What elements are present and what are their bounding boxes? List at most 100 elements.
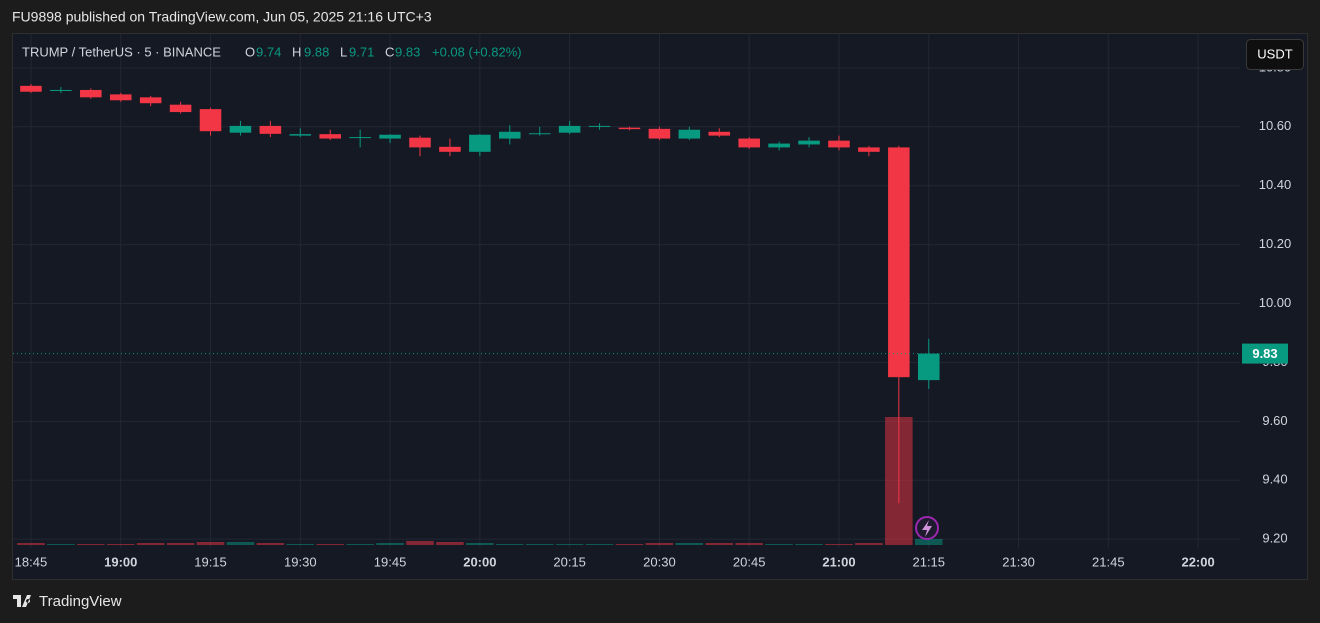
candle-body — [80, 89, 102, 98]
x-tick-label: 20:00 — [463, 554, 496, 569]
publish-header: FU9898 published on TradingView.com, Jun… — [12, 9, 432, 25]
volume-bar — [436, 542, 464, 545]
last-price-box — [1242, 343, 1288, 364]
volume-bar — [376, 543, 404, 545]
currency-button[interactable] — [1246, 39, 1304, 70]
legend-low: 9.71 — [349, 44, 374, 59]
x-tick-label: 21:15 — [912, 554, 945, 569]
candle-body — [289, 134, 312, 136]
x-tick-label: 21:45 — [1092, 554, 1125, 569]
volume-bar — [645, 543, 674, 545]
volume-bar — [106, 544, 135, 545]
candle-body — [409, 137, 431, 148]
volume-bar — [765, 544, 793, 545]
volume-bar — [675, 543, 704, 545]
y-tick-label: 9.40 — [1262, 472, 1287, 487]
volume-bar — [705, 543, 734, 545]
volume-bar — [166, 543, 195, 545]
plot-area: 9.209.409.609.8010.0010.2010.4010.6010.8… — [13, 34, 1291, 569]
currency-label[interactable]: USDT — [1257, 46, 1292, 61]
volume-bar — [555, 544, 584, 545]
candle-body — [708, 131, 731, 136]
x-tick-label: 19:15 — [194, 554, 227, 569]
candle-body — [678, 129, 701, 139]
footer-logo-text: TradingView — [39, 593, 122, 610]
alert-icon[interactable] — [915, 516, 939, 540]
footer-logo — [13, 595, 31, 607]
candle-body — [917, 353, 940, 381]
candle-body — [199, 109, 222, 132]
candle-body — [588, 125, 611, 127]
x-tick-label: 19:00 — [104, 554, 137, 569]
volume-bar — [47, 544, 75, 545]
x-tick-label: 22:00 — [1181, 554, 1214, 569]
candle-body — [738, 138, 760, 148]
legend-open: 9.74 — [256, 44, 281, 59]
candle-body — [20, 85, 42, 92]
candle-body — [888, 147, 910, 378]
volume-bar — [466, 543, 494, 545]
x-tick-label: 20:45 — [733, 554, 766, 569]
volume-bar — [256, 543, 285, 545]
legend-l-label: L — [340, 44, 347, 59]
volume-bar — [346, 544, 374, 545]
candle-body — [169, 104, 192, 113]
legend-change: +0.08 (+0.82%) — [432, 44, 522, 59]
volume-bar — [615, 544, 644, 545]
volume-bar — [525, 544, 554, 545]
x-tick-label: 19:30 — [284, 554, 317, 569]
y-tick-label: 10.00 — [1259, 295, 1292, 310]
overlay: 9.83 — [13, 343, 1288, 364]
candle-body — [139, 97, 162, 104]
volume-bar — [855, 543, 883, 545]
y-tick-label: 10.20 — [1259, 236, 1292, 251]
y-tick-label: 10.40 — [1259, 177, 1292, 192]
legend-h-label: H — [292, 44, 301, 59]
candle-body — [109, 94, 132, 101]
volume-bar — [585, 544, 614, 545]
volume-bar — [17, 543, 45, 545]
candle-body — [768, 143, 790, 148]
x-tick-label: 19:45 — [374, 554, 407, 569]
volume-bar — [914, 539, 943, 545]
volume-bar — [77, 544, 105, 545]
last-price-label: 9.83 — [1252, 346, 1277, 361]
candle-body — [528, 133, 551, 135]
symbol-title: TRUMP / TetherUS · 5 · BINANCE — [22, 44, 221, 59]
candle-body — [379, 134, 401, 139]
candle-body — [499, 131, 521, 139]
candle-body — [798, 140, 820, 145]
candle-body — [618, 127, 641, 130]
volume-bar — [316, 544, 344, 545]
legend-close: 9.83 — [395, 44, 420, 59]
candle-body — [828, 140, 850, 148]
candle-body — [259, 125, 282, 134]
candle-body — [319, 134, 341, 139]
volume-bar — [496, 544, 524, 545]
candle-body — [558, 125, 581, 133]
chart-frame — [12, 33, 1308, 580]
volume-bar — [795, 544, 823, 545]
y-tick-label: 10.60 — [1259, 118, 1292, 133]
volume-bar — [735, 543, 763, 545]
volume-bar — [136, 543, 165, 545]
x-tick-label: 21:00 — [822, 554, 855, 569]
candle-body — [858, 147, 880, 152]
legend-high: 9.88 — [304, 44, 329, 59]
candle-body — [469, 134, 491, 152]
legend-o-label: O — [245, 44, 255, 59]
candle-body — [229, 125, 252, 133]
x-tick-label: 18:45 — [15, 554, 48, 569]
volume-bar — [406, 541, 434, 545]
candle-body — [439, 146, 461, 152]
x-tick-label: 20:15 — [553, 554, 586, 569]
y-tick-label: 9.60 — [1262, 413, 1287, 428]
candle-body — [50, 89, 72, 91]
volume-bar — [286, 544, 315, 545]
volume-bar — [226, 542, 255, 545]
x-tick-label: 21:30 — [1002, 554, 1035, 569]
candle-body — [648, 128, 671, 139]
legend-c-label: C — [385, 44, 394, 59]
